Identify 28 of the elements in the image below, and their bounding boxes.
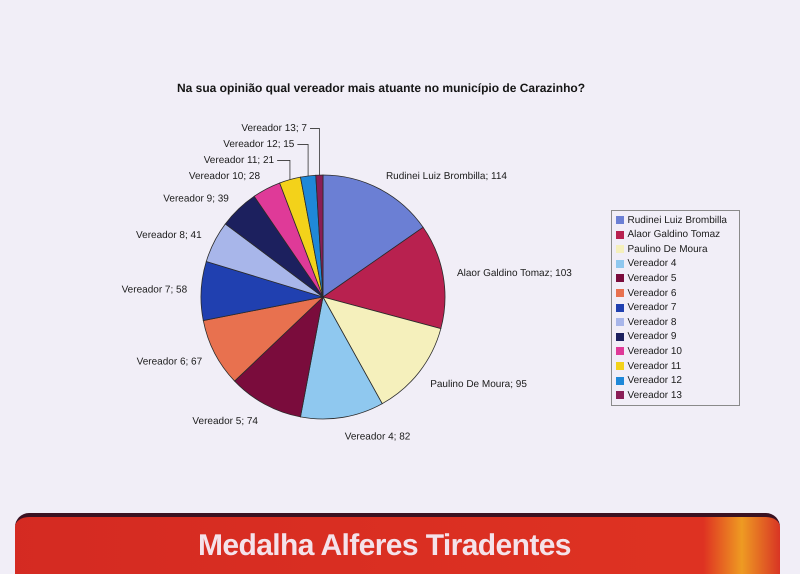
legend-label: Vereador 13 [628, 390, 682, 401]
data-label: Rudinei Luiz Brombilla; 114 [386, 170, 508, 182]
data-label: Vereador 13; 7 [241, 122, 308, 134]
chart-title: Na sua opinião qual vereador mais atuante no município de Carazinho? [177, 81, 586, 95]
data-label: Vereador 4; 82 [344, 432, 411, 443]
data-label: Vereador 9; 39 [163, 193, 230, 204]
legend-label: Vereador 5 [628, 273, 676, 284]
legend-label: Vereador 8 [628, 316, 676, 328]
data-label: Alaor Galdino Tomaz; 103 [456, 268, 572, 280]
data-label: Paulino De Moura; 95 [430, 378, 528, 390]
data-label: Vereador 6; 67 [136, 356, 203, 368]
data-label: Vereador 8; 41 [136, 230, 202, 242]
legend-label: Alaor Galdino Tomaz [628, 229, 720, 240]
data-label: Vereador 11; 21 [204, 154, 275, 166]
legend-label: Vereador 11 [628, 360, 682, 372]
data-label: Vereador 12; 15 [223, 138, 295, 150]
legend-label: Vereador 4 [628, 258, 676, 270]
legend-label: Rudinei Luiz Brombilla [628, 214, 727, 226]
legend-label: Vereador 12 [628, 375, 682, 386]
legend-label: Vereador 10 [628, 346, 682, 357]
legend-label: Vereador 6 [628, 288, 676, 299]
banner: Medalha Alferes Tiradentes [15, 513, 780, 574]
data-label: Vereador 10; 28 [188, 170, 260, 182]
legend-label: Vereador 9 [628, 331, 676, 342]
legend-label: Paulino De Moura [628, 244, 708, 255]
data-label: Vereador 5; 74 [192, 416, 258, 428]
data-label: Vereador 7; 58 [122, 284, 188, 296]
legend-label: Vereador 7 [628, 302, 676, 314]
